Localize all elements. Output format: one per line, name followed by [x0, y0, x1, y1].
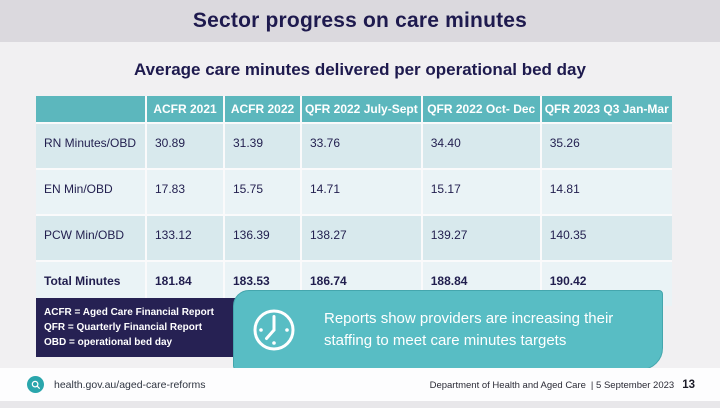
cell-value: 136.39 — [224, 215, 302, 262]
cell-value: 15.17 — [421, 169, 542, 216]
column-header-qfr-2022-july-sept: QFR 2022 July-Sept — [301, 96, 423, 124]
cell-value: 14.71 — [301, 169, 423, 216]
table-row-rn-minutes: RN Minutes/OBD 30.89 31.39 33.76 34.40 3… — [36, 123, 672, 170]
column-header-acfr-2022: ACFR 2022 — [224, 96, 302, 124]
row-label: PCW Min/OBD — [36, 215, 147, 262]
column-header-acfr-2021: ACFR 2021 — [146, 96, 225, 124]
column-header-empty — [36, 96, 147, 124]
abbreviation-legend: ACFR = Aged Care Financial Report QFR = … — [36, 298, 235, 357]
footer-right: Department of Health and Aged Care | 5 S… — [430, 379, 695, 391]
cell-value: 33.76 — [301, 123, 423, 170]
cell-value: 14.81 — [540, 169, 672, 216]
page-number: 13 — [682, 378, 695, 391]
title-band: Sector progress on care minutes — [0, 0, 720, 42]
table-title: Average care minutes delivered per opera… — [134, 60, 586, 79]
row-label: RN Minutes/OBD — [36, 123, 147, 170]
cell-value: 15.75 — [224, 169, 302, 216]
legend-line-acfr: ACFR = Aged Care Financial Report — [44, 307, 214, 318]
bottom-strip — [0, 401, 720, 408]
footer-url: health.gov.au/aged-care-reforms — [54, 378, 206, 391]
row-label: EN Min/OBD — [36, 169, 147, 216]
footer: health.gov.au/aged-care-reforms Departme… — [0, 368, 720, 401]
cell-value: 34.40 — [421, 123, 542, 170]
footer-date: | 5 September 2023 — [590, 379, 675, 391]
cell-value: 138.27 — [301, 215, 423, 262]
legend-line-obd: OBD = operational bed day — [44, 337, 173, 348]
cell-value: 31.39 — [224, 123, 302, 170]
column-header-qfr-2023-q3: QFR 2023 Q3 Jan-Mar — [540, 96, 672, 124]
cell-value: 35.26 — [540, 123, 672, 170]
table-row-pcw-minutes: PCW Min/OBD 133.12 136.39 138.27 139.27 … — [36, 215, 672, 262]
clock-icon — [250, 306, 298, 354]
table-row-en-minutes: EN Min/OBD 17.83 15.75 14.71 15.17 14.81 — [36, 169, 672, 216]
cell-value: 133.12 — [146, 215, 225, 262]
table-header-row: ACFR 2021 ACFR 2022 QFR 2022 July-Sept Q… — [36, 96, 672, 124]
column-header-qfr-2022-oct-dec: QFR 2022 Oct- Dec — [421, 96, 542, 124]
legend-line-qfr: QFR = Quarterly Financial Report — [44, 322, 203, 333]
callout-text: Reports show providers are increasing th… — [324, 309, 614, 350]
footer-department: Department of Health and Aged Care — [429, 379, 586, 391]
cell-value: 139.27 — [421, 215, 542, 262]
slide-title: Sector progress on care minutes — [192, 9, 528, 32]
cell-value: 17.83 — [146, 169, 225, 216]
care-minutes-table: ACFR 2021 ACFR 2022 QFR 2022 July-Sept Q… — [36, 96, 672, 306]
cell-value: 30.89 — [146, 123, 225, 170]
footer-left: health.gov.au/aged-care-reforms — [27, 376, 206, 393]
callout-banner: Reports show providers are increasing th… — [233, 290, 663, 370]
cell-value: 140.35 — [540, 215, 672, 262]
search-icon — [27, 376, 44, 393]
